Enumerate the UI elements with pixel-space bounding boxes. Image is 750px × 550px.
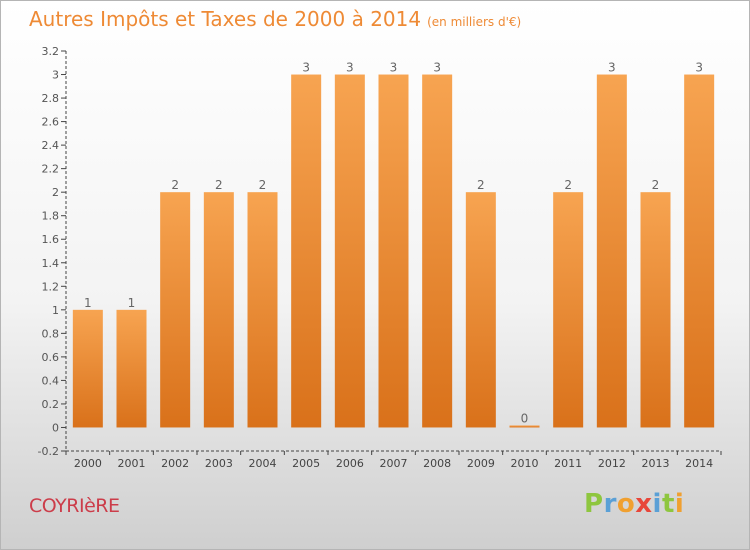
- data-label: 2: [477, 178, 485, 192]
- x-tick-label: 2008: [423, 457, 451, 470]
- logo-letter: x: [635, 489, 653, 519]
- x-tick-label: 2012: [598, 457, 626, 470]
- data-label: 2: [259, 178, 267, 192]
- y-tick-label: 0.4: [42, 374, 60, 387]
- data-label: 0: [521, 411, 529, 425]
- data-label: 3: [346, 61, 354, 75]
- proxiti-logo: Proxiti: [584, 489, 684, 519]
- bars: [72, 74, 715, 428]
- bar-2010: [509, 425, 540, 428]
- data-label: 3: [433, 61, 441, 75]
- logo-letter: r: [603, 489, 617, 519]
- x-tick-label: 2006: [336, 457, 364, 470]
- x-tick-label: 2011: [554, 457, 582, 470]
- y-tick-label: 2: [52, 186, 59, 199]
- bar-2001: [116, 309, 147, 428]
- chart-title: Autres Impôts et Taxes de 2000 à 2014: [29, 7, 422, 31]
- bar-2007: [378, 74, 409, 428]
- data-label: 2: [215, 178, 223, 192]
- data-label: 2: [652, 178, 660, 192]
- bar-2012: [596, 74, 627, 428]
- y-tick-label: 1.8: [42, 210, 60, 223]
- y-tick-label: 2.8: [42, 92, 60, 105]
- data-label: 2: [171, 178, 179, 192]
- bar-2002: [160, 192, 191, 428]
- data-label: 1: [84, 296, 92, 310]
- bar-2000: [72, 309, 103, 428]
- y-tick-label: 1.2: [42, 280, 60, 293]
- commune-name: COYRIèRE: [29, 495, 120, 517]
- bar-2014: [684, 74, 715, 428]
- bar-2004: [247, 192, 278, 428]
- x-tick-label: 2005: [292, 457, 320, 470]
- y-tick-label: -0.2: [38, 445, 59, 458]
- x-tick-label: 2007: [380, 457, 408, 470]
- y-tick-label: 0: [52, 421, 59, 434]
- bar-2009: [465, 192, 496, 428]
- logo-letter: i: [674, 489, 685, 519]
- y-tick-label: 2.6: [42, 116, 60, 129]
- y-tick-label: 3: [52, 69, 59, 82]
- data-label: 2: [564, 178, 572, 192]
- data-labels: 1 1 2 2 2 3 3 3 3 2 0 2 3 2 3: [84, 61, 703, 426]
- bar-2005: [291, 74, 322, 428]
- y-tick-label: 2.4: [42, 139, 60, 152]
- x-tick-label: 2003: [205, 457, 233, 470]
- bar-2008: [422, 74, 453, 428]
- logo-letter: t: [661, 489, 675, 519]
- y-tick-label: 0.2: [42, 398, 60, 411]
- x-tick-label: 2004: [249, 457, 277, 470]
- y-tick-label: 1.4: [42, 257, 60, 270]
- title-row: Autres Impôts et Taxes de 2000 à 2014 (en…: [29, 7, 521, 31]
- x-tick-label: 2000: [74, 457, 102, 470]
- bar-2013: [640, 192, 671, 428]
- y-tick-label: 0.6: [42, 351, 60, 364]
- x-tick-label: 2009: [467, 457, 495, 470]
- chart-subtitle: (en milliers d'€): [427, 15, 522, 29]
- x-tick-label: 2010: [511, 457, 539, 470]
- data-label: 3: [695, 61, 703, 75]
- bar-2006: [334, 74, 365, 428]
- y-tick-label: 3.2: [42, 45, 60, 58]
- x-tick-label: 2002: [161, 457, 189, 470]
- data-label: 1: [128, 296, 136, 310]
- logo-letter: o: [616, 489, 636, 519]
- data-label: 3: [390, 61, 398, 75]
- bar-2011: [553, 192, 584, 428]
- logo-letter: i: [652, 489, 662, 519]
- y-tick-label: 0.8: [42, 327, 60, 340]
- axes: 3.2 3 2.8 2.6 2.4 2.2 2 1.8 1.6 1.4 1.2 1 0.8 0.6 0.4 0…: [38, 45, 722, 470]
- y-tick-label: 1.6: [42, 233, 60, 246]
- x-tick-label: 2013: [642, 457, 670, 470]
- x-tick-label: 2001: [118, 457, 146, 470]
- y-tick-label: 2.2: [42, 163, 60, 176]
- logo-letter: P: [584, 489, 604, 519]
- data-label: 3: [608, 61, 616, 75]
- y-tick-label: 1: [52, 304, 59, 317]
- bar-2003: [203, 192, 234, 428]
- data-label: 3: [302, 61, 310, 75]
- x-tick-label: 2014: [685, 457, 713, 470]
